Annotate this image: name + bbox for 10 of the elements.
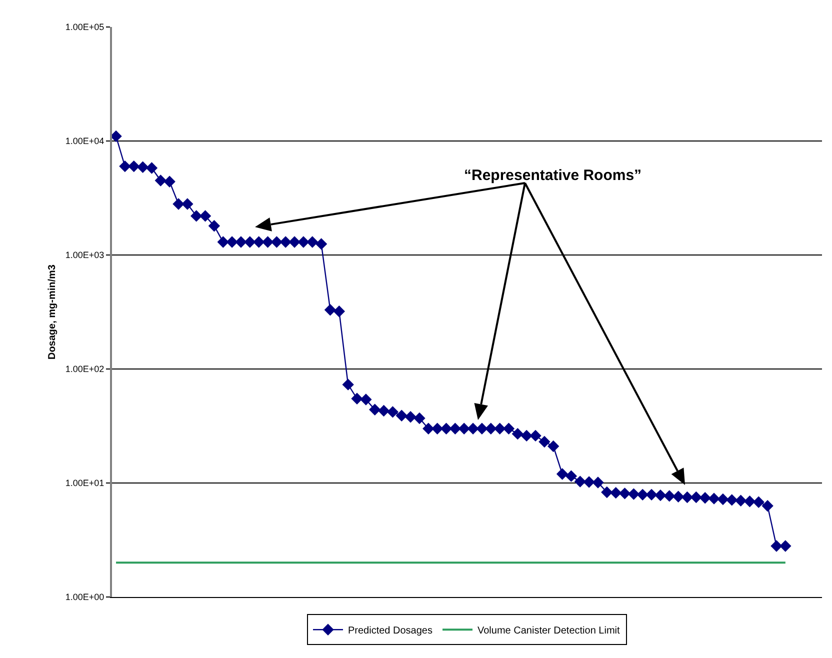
annotation: “Representative Rooms” [464, 167, 642, 184]
y-tick-label: 1.00E+03 [65, 250, 104, 260]
legend-label: Volume Canister Detection Limit [478, 626, 620, 636]
y-tick-label: 1.00E+01 [65, 478, 104, 488]
y-tick-label: 1.00E+04 [65, 136, 104, 146]
y-tick-label: 1.00E+05 [65, 22, 104, 32]
legend-label: Predicted Dosages [348, 626, 432, 636]
y-tick-label: 1.00E+02 [65, 364, 104, 374]
y-tick-label: 1.00E+00 [65, 592, 104, 602]
y-axis-title: Dosage, mg-min/m3 [46, 264, 58, 360]
